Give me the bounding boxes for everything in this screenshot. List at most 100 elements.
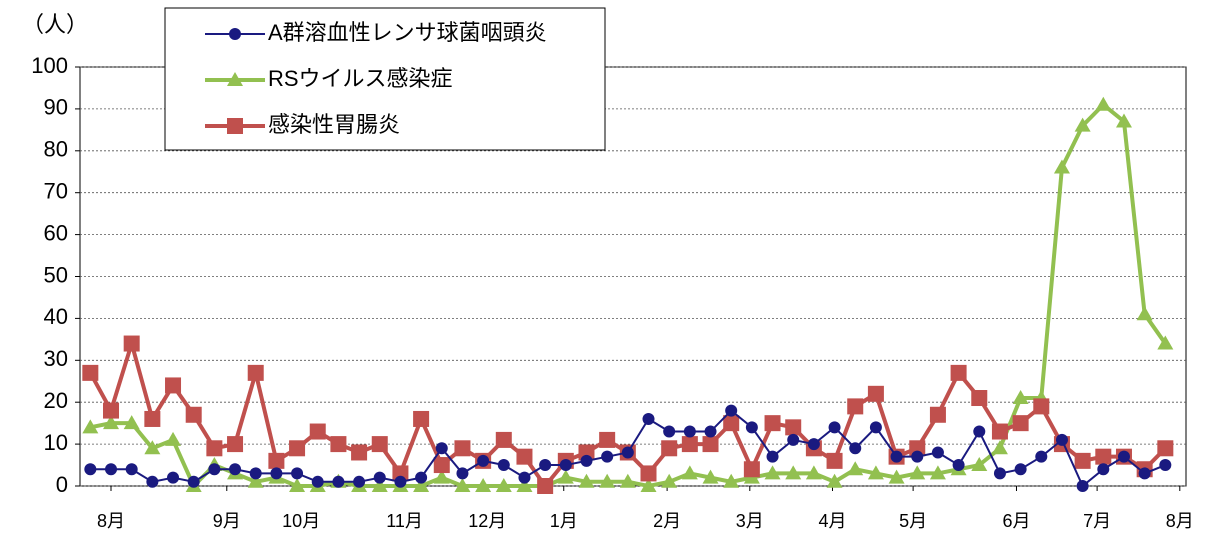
marker (785, 465, 802, 480)
marker (185, 406, 202, 423)
marker (497, 459, 510, 472)
marker (247, 473, 264, 488)
marker (929, 465, 946, 480)
marker (1117, 450, 1130, 463)
marker (559, 459, 572, 472)
marker (1014, 463, 1027, 476)
marker (580, 454, 593, 467)
marker (165, 431, 182, 446)
marker (309, 423, 326, 440)
marker (828, 421, 841, 434)
marker (766, 450, 779, 463)
marker (82, 364, 99, 381)
marker (454, 440, 471, 457)
marker (785, 419, 802, 436)
marker (805, 465, 822, 480)
marker (723, 473, 740, 488)
marker (351, 444, 368, 461)
marker (394, 475, 407, 488)
marker (330, 436, 347, 453)
marker (971, 390, 988, 407)
y-unit-label: （人） (22, 12, 88, 37)
marker (993, 467, 1006, 480)
marker (950, 364, 967, 381)
marker (702, 469, 719, 484)
marker (103, 402, 120, 419)
marker (849, 442, 862, 455)
marker (681, 465, 698, 480)
marker (475, 478, 492, 492)
marker (268, 452, 285, 469)
marker (847, 398, 864, 415)
marker (683, 425, 696, 438)
marker (435, 442, 448, 455)
marker (353, 475, 366, 488)
marker (973, 425, 986, 438)
y-tick-label: 50 (44, 262, 68, 287)
marker (578, 473, 595, 488)
marker (413, 478, 430, 492)
y-tick-label: 80 (44, 137, 68, 162)
marker (702, 436, 719, 453)
marker (433, 469, 450, 484)
x-tick-label: 12月 (468, 511, 506, 531)
y-tick-label: 60 (44, 220, 68, 245)
marker (227, 436, 244, 453)
x-tick-label: 8月 (97, 511, 125, 531)
marker (640, 465, 657, 482)
marker (1115, 113, 1132, 128)
marker (909, 465, 926, 480)
marker (415, 471, 428, 484)
marker (125, 463, 138, 476)
marker (144, 440, 161, 455)
marker (991, 440, 1008, 455)
marker (516, 478, 533, 492)
marker (413, 410, 430, 427)
marker (557, 469, 574, 484)
marker (103, 415, 120, 430)
marker (991, 423, 1008, 440)
marker (1095, 448, 1112, 465)
marker (890, 450, 903, 463)
marker (146, 475, 159, 488)
marker (681, 436, 698, 453)
marker (144, 410, 161, 427)
marker (249, 467, 262, 480)
marker (1033, 398, 1050, 415)
marker (84, 463, 97, 476)
marker (661, 440, 678, 457)
marker (601, 450, 614, 463)
marker (516, 448, 533, 465)
marker (1055, 433, 1068, 446)
marker (539, 459, 552, 472)
marker (704, 425, 717, 438)
y-tick-label: 40 (44, 304, 68, 329)
marker (456, 467, 469, 480)
marker (764, 465, 781, 480)
marker (227, 118, 243, 134)
marker (743, 461, 760, 478)
marker (291, 467, 304, 480)
y-tick-label: 0 (56, 472, 68, 497)
marker (371, 478, 388, 492)
marker (518, 471, 531, 484)
marker (640, 478, 657, 492)
x-tick-label: 11月 (386, 511, 423, 531)
marker (477, 454, 490, 467)
marker (433, 457, 450, 474)
marker (537, 478, 554, 494)
marker (787, 433, 800, 446)
marker (208, 463, 221, 476)
legend-label: RSウイルス感染症 (268, 66, 453, 91)
marker (229, 463, 242, 476)
x-tick-label: 10月 (282, 511, 320, 531)
marker (661, 473, 678, 488)
marker (229, 28, 241, 40)
marker (495, 478, 512, 492)
marker (167, 471, 180, 484)
marker (621, 446, 634, 459)
marker (1136, 306, 1153, 321)
marker (1012, 415, 1029, 432)
y-tick-label: 90 (44, 95, 68, 120)
